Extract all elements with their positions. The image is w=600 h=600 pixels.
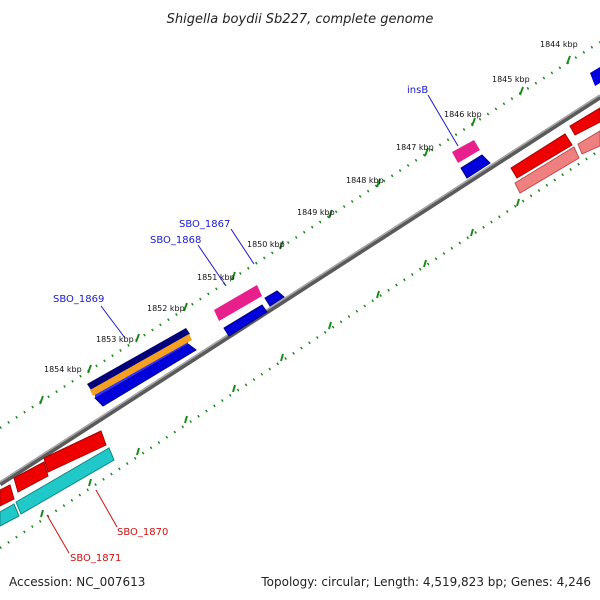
genome-summary-text: Topology: circular; Length: 4,519,823 bp…	[260, 575, 591, 589]
gene-label-insb[interactable]: insB	[407, 85, 428, 96]
salmon-feature-right-1[interactable]	[514, 146, 580, 194]
tick-label-1850: 1850 kbp	[247, 240, 285, 249]
accession-text: Accession: NC_007613	[9, 575, 145, 589]
map-title: Shigella boydii Sb227, complete genome	[167, 12, 434, 27]
tick-label-1847: 1847 kbp	[396, 143, 434, 152]
tick-label-1852: 1852 kbp	[147, 304, 185, 313]
tick-label-1848: 1848 kbp	[346, 176, 384, 185]
insb-pink-feature[interactable]	[452, 140, 480, 163]
red-cds-left-3[interactable]	[0, 484, 15, 507]
cyan-feature-sbo-1871[interactable]	[0, 503, 20, 527]
gene-label-sbo-1870[interactable]: SBO_1870	[117, 527, 168, 538]
sbo-1869-orange-bar[interactable]	[90, 334, 192, 396]
gene-label-sbo-1868[interactable]: SBO_1868	[150, 235, 201, 246]
sbo-1869-navy-bar[interactable]	[87, 328, 190, 390]
tick-label-1845: 1845 kbp	[492, 75, 530, 84]
genome-backbone-highlight	[0, 94, 600, 483]
tick-label-1849: 1849 kbp	[297, 208, 335, 217]
salmon-feature-right-2[interactable]	[577, 130, 600, 155]
red-cds-left-2[interactable]	[13, 461, 49, 493]
cyan-feature-sbo-1870[interactable]	[15, 447, 115, 515]
sbo-1868-cds[interactable]	[223, 304, 268, 337]
tick-labels: 1844 kbp 1845 kbp 1846 kbp 1847 kbp 1848…	[44, 40, 578, 374]
inner-major-ticks	[40, 198, 520, 518]
tick-label-1844: 1844 kbp	[540, 40, 578, 49]
insb-cds[interactable]	[460, 154, 491, 179]
gene-label-sbo-1871[interactable]: SBO_1871	[70, 553, 121, 564]
outer-major-ticks	[39, 55, 571, 405]
sbo-1868-pink-feature[interactable]	[214, 285, 262, 321]
gene-label-leaders	[46, 94, 459, 554]
red-cds-left-1[interactable]	[43, 430, 107, 473]
sbo-1867-cds[interactable]	[264, 290, 285, 307]
tick-label-1854: 1854 kbp	[44, 365, 82, 374]
red-cds-right-1[interactable]	[510, 133, 573, 179]
cds-forward-1844[interactable]	[590, 67, 600, 86]
gene-label-sbo-1867[interactable]: SBO_1867	[179, 219, 230, 230]
tick-label-1851: 1851 kbp	[197, 273, 235, 282]
tick-label-1846: 1846 kbp	[444, 110, 482, 119]
red-cds-right-2[interactable]	[569, 107, 600, 136]
genome-backbone	[0, 94, 600, 487]
tick-label-1853: 1853 kbp	[96, 335, 134, 344]
gene-label-sbo-1869[interactable]: SBO_1869	[53, 294, 104, 305]
